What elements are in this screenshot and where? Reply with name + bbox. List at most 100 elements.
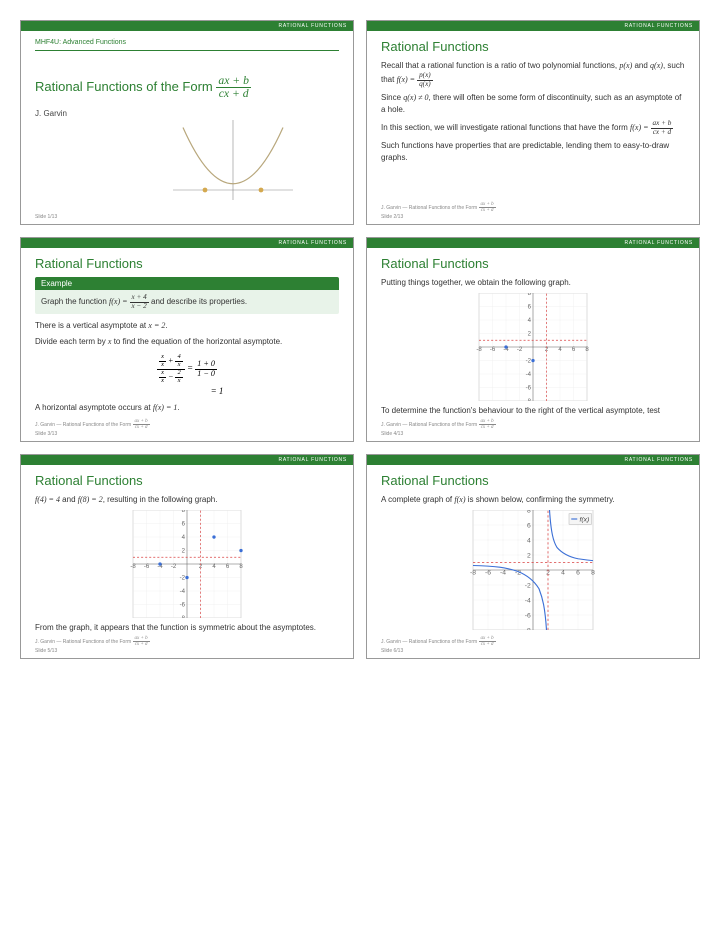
attribution: J. Garvin — Rational Functions of the Fo… — [35, 636, 339, 648]
slide-footer: J. Garvin — Rational Functions of the Fo… — [21, 636, 353, 659]
slide-number: Slide 2/13 — [381, 214, 685, 220]
header-label: RATIONAL FUNCTIONS — [624, 457, 693, 463]
svg-text:-2: -2 — [526, 359, 532, 365]
slide-title: Rational Functions — [381, 39, 685, 54]
svg-text:4: 4 — [182, 535, 186, 541]
paragraph: f(4) = 4 and f(8) = 2, resulting in the … — [35, 494, 339, 506]
slide-title: Rational Functions — [35, 473, 339, 488]
svg-text:-8: -8 — [180, 616, 186, 618]
header-label: RATIONAL FUNCTIONS — [278, 23, 347, 29]
header-label: RATIONAL FUNCTIONS — [624, 23, 693, 29]
slide-footer: Slide 1/13 — [21, 214, 353, 224]
svg-text:6: 6 — [226, 564, 230, 570]
example-label: Example — [35, 277, 339, 290]
svg-text:-4: -4 — [500, 570, 506, 577]
svg-text:f(x): f(x) — [580, 516, 590, 523]
slide-3: RATIONAL FUNCTIONS Rational Functions Ex… — [20, 237, 354, 442]
svg-text:6: 6 — [528, 305, 532, 311]
slide-title: Rational Functions — [35, 256, 339, 271]
slide-title: Rational Functions — [381, 256, 685, 271]
header-label: RATIONAL FUNCTIONS — [624, 240, 693, 246]
svg-text:-2: -2 — [171, 564, 177, 570]
paragraph: Recall that a rational function is a rat… — [381, 60, 685, 88]
attribution: J. Garvin — Rational Functions of the Fo… — [381, 202, 685, 214]
attribution: J. Garvin — Rational Functions of the Fo… — [381, 419, 685, 431]
fraction: p(x)q(x) — [417, 72, 433, 88]
svg-text:4: 4 — [558, 347, 562, 353]
svg-text:-8: -8 — [476, 347, 482, 353]
paragraph: A horizontal asymptote occurs at f(x) = … — [35, 402, 339, 414]
slide-header: RATIONAL FUNCTIONS — [367, 21, 699, 31]
svg-text:-2: -2 — [517, 347, 523, 353]
svg-text:2: 2 — [528, 332, 532, 338]
paragraph: Such functions have properties that are … — [381, 140, 685, 164]
example-body: Graph the function f(x) = x + 4x − 2 and… — [35, 290, 339, 314]
attribution: J. Garvin — Rational Functions of the Fo… — [381, 636, 685, 648]
svg-text:-8: -8 — [130, 564, 136, 570]
parabola-graph — [173, 120, 293, 202]
svg-text:-6: -6 — [526, 386, 532, 392]
attribution: J. Garvin — Rational Functions of the Fo… — [35, 419, 339, 431]
svg-text:6: 6 — [527, 522, 531, 529]
slide-header: RATIONAL FUNCTIONS — [21, 238, 353, 248]
slide-footer: J. Garvin — Rational Functions of the Fo… — [21, 419, 353, 442]
svg-text:-6: -6 — [525, 612, 531, 619]
svg-text:-4: -4 — [526, 372, 532, 378]
svg-text:8: 8 — [182, 510, 186, 514]
slide-4: RATIONAL FUNCTIONS Rational Functions Pu… — [366, 237, 700, 442]
slide-footer: J. Garvin — Rational Functions of the Fo… — [367, 636, 699, 659]
paragraph: A complete graph of f(x) is shown below,… — [381, 494, 685, 506]
paragraph: In this section, we will investigate rat… — [381, 120, 685, 136]
main-title: Rational Functions of the Form ax + bcx … — [35, 75, 339, 101]
svg-text:2: 2 — [182, 549, 186, 555]
slide-1: RATIONAL FUNCTIONS MHF4U: Advanced Funct… — [20, 20, 354, 225]
paragraph: Since q(x) ≠ 0, there will often be some… — [381, 92, 685, 116]
slide-title: Rational Functions — [381, 473, 685, 488]
svg-text:8: 8 — [591, 570, 595, 577]
course-label: MHF4U: Advanced Functions — [35, 39, 339, 46]
svg-text:-8: -8 — [525, 627, 531, 630]
paragraph: Divide each term by x to find the equati… — [35, 336, 339, 348]
slide-header: RATIONAL FUNCTIONS — [21, 21, 353, 31]
svg-text:2: 2 — [527, 552, 531, 559]
svg-text:4: 4 — [527, 537, 531, 544]
parabola-svg — [173, 120, 293, 200]
svg-text:-2: -2 — [525, 582, 531, 589]
title-fraction: ax + bcx + d — [216, 75, 251, 101]
slide-footer: J. Garvin — Rational Functions of the Fo… — [367, 419, 699, 442]
slide-number: Slide 5/13 — [35, 648, 339, 654]
slide-number: Slide 4/13 — [381, 431, 685, 437]
svg-text:6: 6 — [182, 522, 186, 528]
slide-number: Slide 6/13 — [381, 648, 685, 654]
paragraph: To determine the function's behaviour to… — [381, 405, 685, 419]
svg-text:4: 4 — [212, 564, 216, 570]
svg-text:-6: -6 — [485, 570, 491, 577]
svg-text:-6: -6 — [180, 603, 186, 609]
svg-text:-8: -8 — [470, 570, 476, 577]
slide-footer: J. Garvin — Rational Functions of the Fo… — [367, 202, 699, 225]
header-label: RATIONAL FUNCTIONS — [278, 457, 347, 463]
slide-number: Slide 3/13 — [35, 431, 339, 437]
slide-header: RATIONAL FUNCTIONS — [21, 455, 353, 465]
slide-5: RATIONAL FUNCTIONS Rational Functions f(… — [20, 454, 354, 659]
derivation: xx + 4x xx − 2x = 1 + 01 − 0 = 1 — [35, 354, 339, 396]
author: J. Garvin — [35, 109, 339, 118]
svg-text:4: 4 — [561, 570, 565, 577]
svg-text:-4: -4 — [180, 589, 186, 595]
paragraph: From the graph, it appears that the func… — [35, 622, 339, 634]
svg-text:-6: -6 — [144, 564, 150, 570]
graph-6: -8-6-4-22468-8-6-4-22468f(x) — [381, 510, 685, 630]
paragraph: Putting things together, we obtain the f… — [381, 277, 685, 289]
slide-number: Slide 1/13 — [35, 214, 339, 220]
graph-4: -8-6-4-22468-8-6-4-22468 — [381, 293, 685, 401]
paragraph: There is a vertical asymptote at x = 2. — [35, 320, 339, 332]
svg-text:-2: -2 — [180, 576, 186, 582]
slide-2: RATIONAL FUNCTIONS Rational Functions Re… — [366, 20, 700, 225]
svg-text:-4: -4 — [525, 597, 531, 604]
fraction: ax + bcx + d — [651, 120, 674, 136]
slide-6: RATIONAL FUNCTIONS Rational Functions A … — [366, 454, 700, 659]
svg-text:8: 8 — [528, 293, 532, 297]
svg-text:-8: -8 — [526, 399, 532, 401]
svg-text:6: 6 — [572, 347, 576, 353]
svg-text:4: 4 — [528, 318, 532, 324]
